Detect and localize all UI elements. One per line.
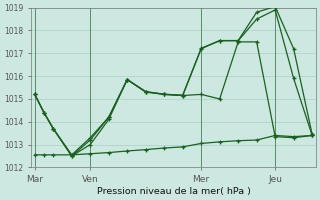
X-axis label: Pression niveau de la mer( hPa ): Pression niveau de la mer( hPa ): [97, 187, 250, 196]
